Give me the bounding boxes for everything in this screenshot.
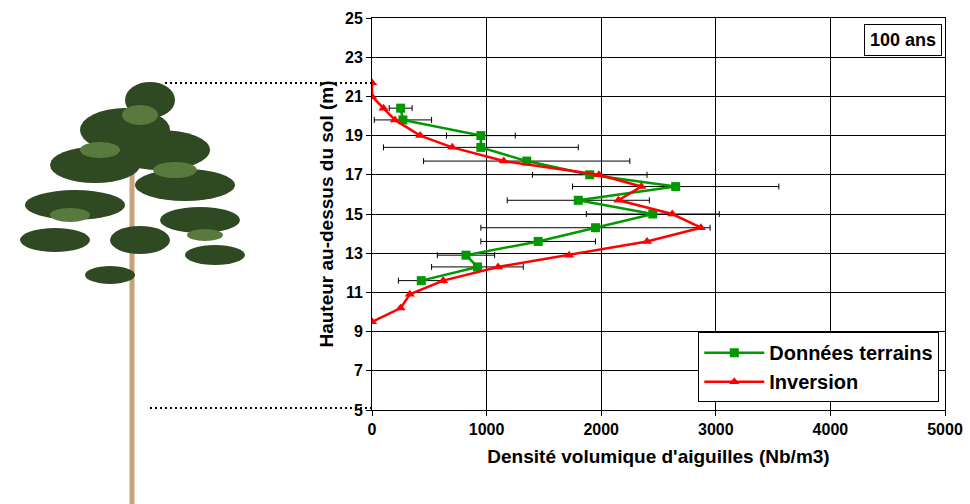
svg-text:Hauteur au-dessus du sol (m): Hauteur au-dessus du sol (m) (316, 80, 337, 347)
svg-text:Inversion: Inversion (769, 371, 858, 393)
svg-text:9: 9 (354, 323, 363, 340)
svg-text:15: 15 (345, 206, 363, 223)
svg-text:4000: 4000 (813, 421, 849, 438)
svg-text:25: 25 (345, 10, 363, 27)
svg-text:23: 23 (345, 49, 363, 66)
svg-text:3000: 3000 (698, 421, 734, 438)
svg-text:7: 7 (354, 362, 363, 379)
svg-text:Données terrains: Données terrains (769, 342, 932, 364)
svg-text:Densité volumique d'aiguilles: Densité volumique d'aiguilles (Nb/m3) (487, 446, 829, 467)
svg-text:100 ans: 100 ans (870, 30, 936, 50)
svg-text:2000: 2000 (583, 421, 619, 438)
svg-text:17: 17 (345, 166, 363, 183)
svg-text:5: 5 (354, 402, 363, 419)
svg-text:5000: 5000 (927, 421, 963, 438)
svg-text:19: 19 (345, 127, 363, 144)
svg-text:1000: 1000 (469, 421, 505, 438)
svg-text:21: 21 (345, 88, 363, 105)
svg-text:0: 0 (368, 421, 377, 438)
svg-text:11: 11 (346, 284, 363, 301)
svg-text:13: 13 (345, 245, 363, 262)
